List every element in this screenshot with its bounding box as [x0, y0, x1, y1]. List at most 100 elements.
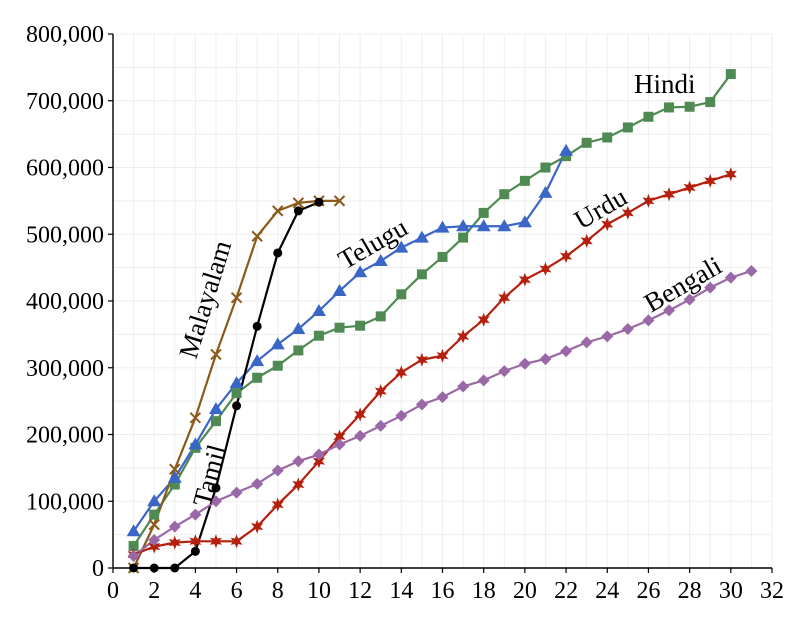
x-tick-label: 20: [513, 578, 537, 604]
data-point-urdu: [148, 539, 161, 554]
data-point-hindi: [396, 289, 407, 300]
data-point-hindi: [478, 207, 489, 218]
series-line-telugu: [132, 150, 568, 532]
data-point-tamil: [314, 197, 324, 207]
data-point-hindi: [684, 101, 695, 112]
data-point-telugu: [394, 240, 409, 253]
x-tick-label: 0: [107, 578, 119, 604]
data-point-bengali: [168, 520, 181, 533]
data-point-telugu: [497, 219, 512, 232]
data-point-telugu: [311, 304, 326, 317]
x-tick-label: 4: [189, 578, 201, 604]
data-point-hindi: [622, 122, 633, 133]
data-point-hindi: [499, 189, 510, 200]
data-point-urdu: [168, 535, 181, 550]
data-point-urdu: [642, 193, 655, 208]
data-point-urdu: [374, 384, 387, 399]
x-tick-label: 14: [389, 578, 413, 604]
data-point-urdu: [209, 534, 223, 549]
data-point-hindi: [272, 360, 283, 371]
data-point-bengali: [704, 281, 717, 294]
data-point-bengali: [415, 398, 428, 411]
data-point-hindi: [643, 111, 654, 122]
data-point-urdu: [539, 261, 552, 276]
data-point-telugu: [373, 253, 388, 266]
data-point-bengali: [457, 380, 470, 393]
x-tick-label: 30: [719, 578, 743, 604]
data-point-tamil: [252, 321, 262, 331]
data-point-bengali: [189, 508, 202, 521]
axes: [108, 33, 773, 573]
data-point-bengali: [601, 330, 614, 343]
data-point-hindi: [437, 251, 448, 262]
x-tick-label: 32: [760, 578, 784, 604]
data-point-hindi: [355, 320, 366, 331]
data-point-hindi: [458, 232, 469, 243]
data-point-bengali: [374, 419, 387, 432]
data-point-telugu: [126, 524, 141, 537]
data-point-bengali: [251, 477, 264, 490]
data-point-malayalam: [272, 205, 284, 217]
data-point-urdu: [560, 249, 573, 264]
data-point-telugu: [208, 402, 223, 415]
x-tick-label: 28: [678, 578, 702, 604]
x-tick-label: 18: [472, 578, 496, 604]
data-point-urdu: [395, 365, 408, 380]
data-point-hindi: [210, 416, 221, 427]
y-tick-label: 300,000: [26, 356, 104, 382]
data-point-bengali: [127, 549, 140, 562]
data-point-urdu: [477, 312, 490, 327]
data-point-bengali: [642, 314, 655, 327]
data-point-tamil: [190, 546, 200, 556]
data-point-hindi: [231, 388, 242, 399]
data-point-hindi: [519, 175, 530, 186]
data-point-urdu: [312, 454, 325, 469]
data-point-urdu: [251, 519, 264, 534]
data-point-bengali: [333, 438, 346, 451]
data-point-telugu: [538, 185, 553, 198]
data-point-telugu: [188, 437, 203, 450]
data-point-bengali: [539, 353, 552, 366]
data-point-tamil: [293, 206, 303, 216]
data-point-tamil: [232, 401, 242, 411]
data-point-telugu: [456, 219, 471, 232]
data-point-urdu: [354, 407, 367, 422]
data-point-hindi: [149, 509, 160, 520]
series-markers: [126, 69, 758, 574]
data-point-malayalam: [189, 412, 202, 424]
data-point-telugu: [229, 376, 244, 389]
data-point-bengali: [354, 429, 367, 442]
y-tick-label: 500,000: [26, 222, 104, 248]
data-point-malayalam: [333, 195, 346, 207]
x-tick-label: 22: [554, 578, 578, 604]
data-point-malayalam: [251, 230, 263, 242]
x-tick-label: 8: [272, 578, 284, 604]
data-point-telugu: [517, 215, 532, 228]
data-point-bengali: [477, 374, 490, 387]
data-point-urdu: [683, 180, 696, 195]
data-point-hindi: [705, 97, 716, 108]
data-point-bengali: [436, 391, 449, 404]
data-point-telugu: [270, 337, 285, 350]
data-point-bengali: [292, 455, 305, 468]
grid-lines: [113, 33, 773, 568]
data-point-urdu: [724, 167, 737, 182]
data-point-bengali: [230, 486, 243, 499]
x-tick-label: 16: [431, 578, 455, 604]
data-point-bengali: [148, 533, 161, 546]
data-point-bengali: [683, 293, 696, 306]
data-point-hindi: [664, 102, 675, 113]
data-point-hindi: [169, 479, 180, 490]
data-point-urdu: [621, 205, 634, 220]
data-point-malayalam: [169, 463, 181, 475]
x-tick-label: 10: [307, 578, 331, 604]
data-point-urdu: [436, 348, 449, 363]
data-point-hindi: [128, 540, 139, 551]
data-point-telugu: [167, 470, 182, 483]
data-point-malayalam: [292, 197, 305, 209]
data-point-telugu: [476, 219, 491, 232]
data-point-urdu: [415, 352, 428, 367]
data-point-hindi: [725, 69, 736, 80]
